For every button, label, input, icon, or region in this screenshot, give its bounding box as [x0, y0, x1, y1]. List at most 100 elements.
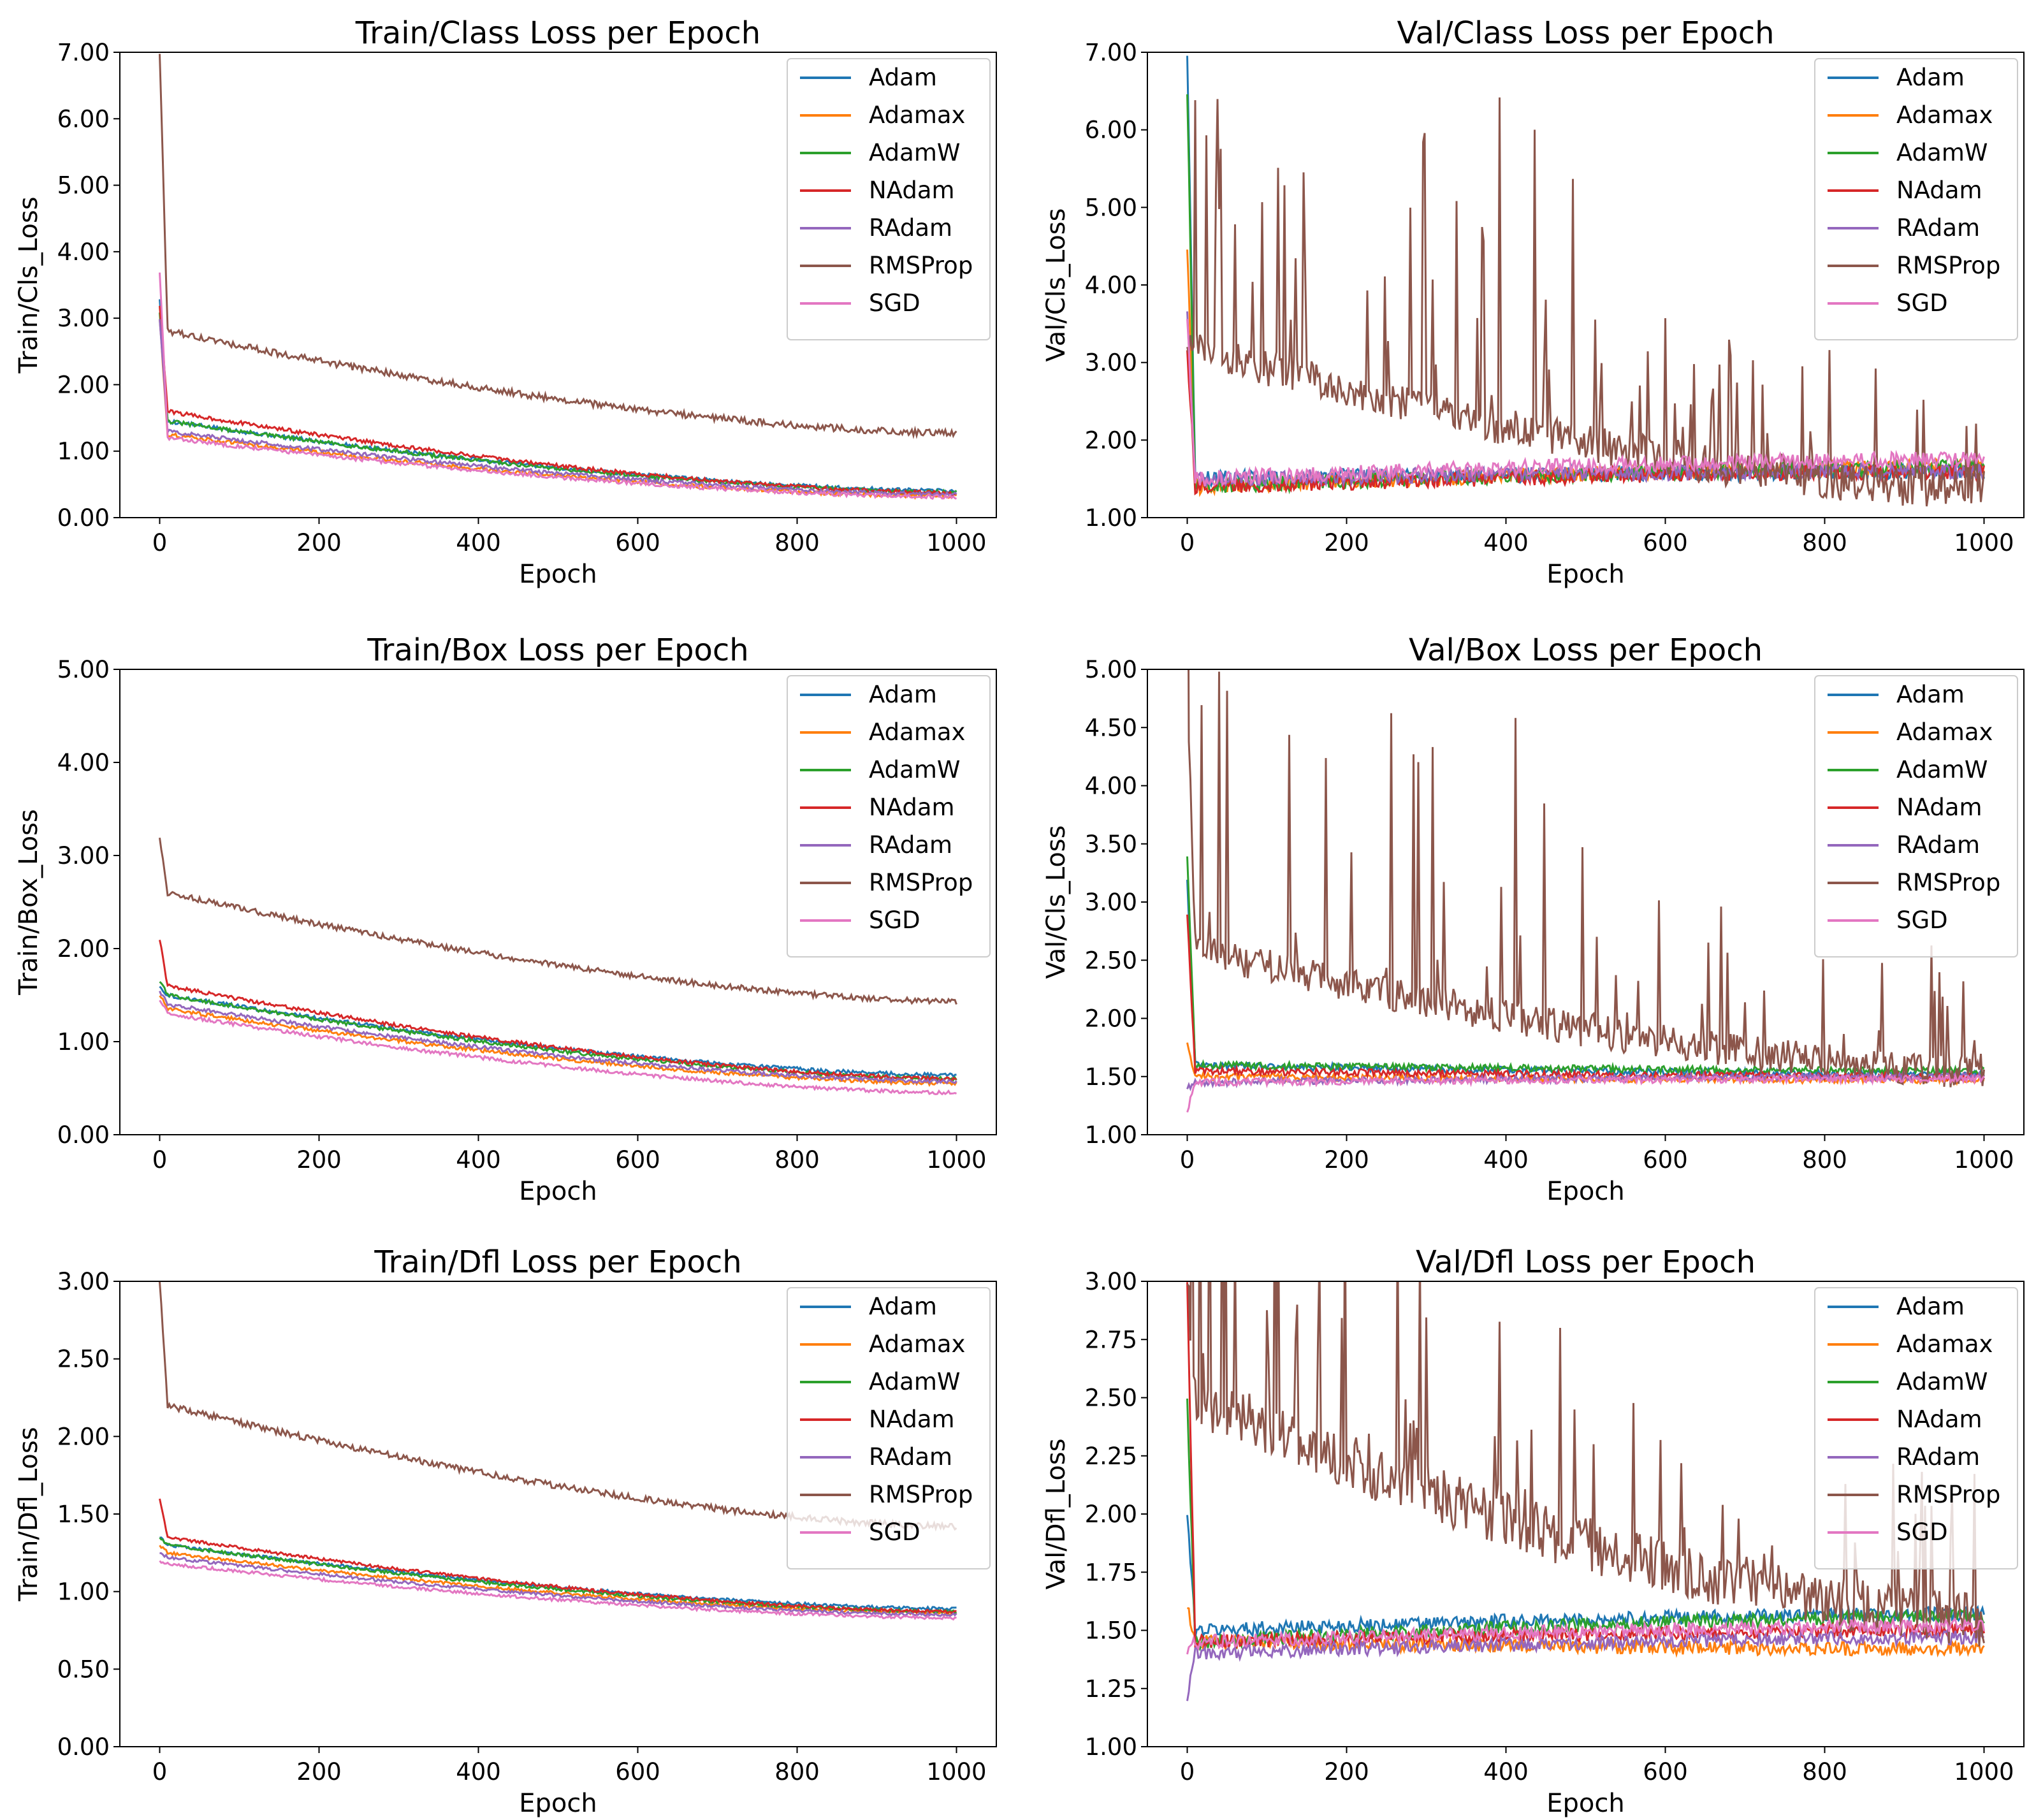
x-tick-label: 1000 — [1954, 529, 2014, 557]
legend: Adam Adamax AdamW NAdam RAdam RMSProp SGD — [787, 1287, 991, 1569]
y-tick-label: 1.75 — [1085, 1559, 1137, 1586]
x-tick-label: 400 — [1483, 1758, 1529, 1786]
x-axis-label: Epoch — [519, 1177, 597, 1206]
legend-label: SGD — [1896, 906, 1948, 934]
legend: Adam Adamax AdamW NAdam RAdam RMSProp SGD — [1814, 1287, 2018, 1569]
legend-label: NAdam — [1896, 794, 1982, 821]
y-tick-label: 3.00 — [1085, 349, 1137, 377]
x-tick-label: 800 — [1802, 529, 1847, 557]
series-line-adamw — [1186, 856, 1985, 1077]
legend-label: RAdam — [869, 831, 952, 859]
x-tick-label: 800 — [1802, 1146, 1847, 1174]
legend-label: RMSProp — [869, 252, 973, 279]
legend-label: RAdam — [869, 214, 952, 242]
series-line-rmsprop — [1186, 1281, 1985, 1647]
legend-label: NAdam — [869, 794, 955, 821]
y-tick-label: 2.00 — [57, 371, 110, 398]
y-axis-label: Val/Cls_Loss — [1042, 826, 1071, 979]
legend-label: RMSProp — [1896, 869, 2000, 896]
legend-label: Adam — [1896, 64, 1965, 91]
y-tick-label: 6.00 — [1085, 117, 1137, 144]
x-tick-label: 0 — [152, 1758, 168, 1786]
y-axis-label: Train/Cls_Loss — [14, 196, 43, 374]
y-tick-label: 2.50 — [1085, 1385, 1137, 1412]
chart-4: 0 200 400 600 800 1000 0.00 0.50 1.00 1.50 2.00 2.5… — [14, 1244, 997, 1818]
legend-label: RMSProp — [1896, 1481, 2000, 1508]
chart-title: Train/Class Loss per Epoch — [355, 15, 760, 51]
series-line-rmsprop — [1186, 97, 1985, 507]
series-line-rmsprop — [1188, 669, 1985, 1088]
y-tick-label: 5.00 — [57, 172, 110, 200]
x-tick-label: 0 — [1180, 1758, 1195, 1786]
y-tick-label: 3.00 — [57, 842, 110, 870]
legend-label: NAdam — [869, 1406, 955, 1433]
legend-label: RMSProp — [869, 869, 973, 896]
y-tick-label: 0.00 — [57, 1733, 110, 1761]
y-tick-label: 2.75 — [1085, 1326, 1137, 1353]
x-tick-label: 0 — [152, 529, 168, 557]
y-tick-label: 1.00 — [1085, 1121, 1137, 1149]
legend-label: Adamax — [869, 101, 965, 129]
y-tick-label: 1.00 — [1085, 504, 1137, 532]
legend-label: Adam — [1896, 1293, 1965, 1320]
legend-label: Adamax — [869, 718, 965, 746]
legend-label: Adam — [869, 64, 937, 91]
legend-label: AdamW — [869, 756, 960, 783]
x-tick-label: 1000 — [926, 529, 986, 557]
x-tick-label: 0 — [1180, 529, 1195, 557]
series-line-sgd — [159, 272, 957, 500]
legend-label: RAdam — [1896, 831, 1980, 859]
x-tick-label: 800 — [774, 1146, 820, 1174]
y-tick-label: 4.00 — [57, 238, 110, 266]
y-tick-label: 3.50 — [1085, 831, 1137, 858]
y-tick-label: 1.50 — [1085, 1063, 1137, 1091]
x-tick-label: 600 — [615, 529, 660, 557]
legend-label: Adam — [1896, 681, 1965, 708]
legend-label: Adamax — [1896, 1330, 1993, 1358]
x-tick-label: 600 — [1643, 1758, 1688, 1786]
y-tick-label: 7.00 — [1085, 39, 1137, 66]
chart-title: Val/Dfl Loss per Epoch — [1416, 1244, 1756, 1280]
series-line-sgd — [159, 1560, 957, 1621]
x-tick-label: 200 — [296, 529, 342, 557]
y-axis-label: Train/Box_Loss — [14, 809, 43, 996]
chart-title: Train/Dfl Loss per Epoch — [374, 1244, 741, 1280]
x-axis-label: Epoch — [519, 1789, 597, 1818]
chart-5: 0 200 400 600 800 1000 1.00 1.25 1.50 1.75 2.00 2.2… — [1042, 1244, 2025, 1818]
x-axis-label: Epoch — [519, 560, 597, 589]
series-line-sgd — [1186, 319, 1985, 488]
y-tick-label: 6.00 — [57, 105, 110, 133]
x-tick-label: 600 — [1643, 1146, 1688, 1174]
y-axis-label: Val/Cls_Loss — [1042, 208, 1071, 362]
y-tick-label: 1.00 — [1085, 1733, 1137, 1761]
legend-label: SGD — [869, 1518, 920, 1546]
y-tick-label: 5.00 — [1085, 656, 1137, 683]
y-tick-label: 5.00 — [57, 656, 110, 683]
legend: Adam Adamax AdamW NAdam RAdam RMSProp SGD — [1814, 675, 2018, 957]
legend-label: AdamW — [1896, 139, 1988, 166]
x-tick-label: 400 — [456, 529, 501, 557]
legend-label: RMSProp — [869, 1481, 973, 1508]
y-axis-label: Val/Dfl_Loss — [1042, 1438, 1071, 1589]
chart-title: Val/Class Loss per Epoch — [1397, 15, 1774, 51]
y-tick-label: 2.00 — [1085, 1501, 1137, 1528]
legend: Adam Adamax AdamW NAdam RAdam RMSProp SGD — [787, 58, 991, 340]
x-tick-label: 200 — [296, 1146, 342, 1174]
legend-label: Adam — [869, 1293, 937, 1320]
chart-3: 0 200 400 600 800 1000 1.00 1.50 2.00 2.50 3.00 3.5… — [1042, 632, 2025, 1206]
chart-title: Train/Box Loss per Epoch — [367, 632, 748, 668]
legend-label: Adamax — [869, 1330, 965, 1358]
x-tick-label: 0 — [152, 1146, 168, 1174]
legend-label: SGD — [869, 289, 920, 317]
x-axis-label: Epoch — [1546, 1789, 1624, 1818]
legend-label: RAdam — [1896, 214, 1980, 242]
legend-label: NAdam — [1896, 1406, 1982, 1433]
series-line-rmsprop — [159, 837, 957, 1005]
series-line-radam — [1186, 1627, 1985, 1701]
legend-label: SGD — [1896, 289, 1948, 317]
y-tick-label: 3.00 — [57, 305, 110, 332]
x-tick-label: 400 — [456, 1758, 501, 1786]
series-line-nadam — [159, 940, 957, 1082]
y-tick-label: 1.50 — [57, 1501, 110, 1528]
